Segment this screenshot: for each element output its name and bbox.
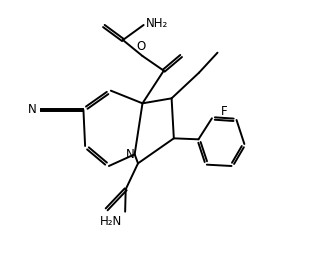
Text: H₂N: H₂N: [100, 215, 122, 228]
Text: O: O: [136, 40, 146, 53]
Text: N: N: [126, 148, 135, 161]
Text: N: N: [28, 104, 37, 116]
Text: NH₂: NH₂: [146, 17, 168, 30]
Text: F: F: [221, 105, 228, 119]
